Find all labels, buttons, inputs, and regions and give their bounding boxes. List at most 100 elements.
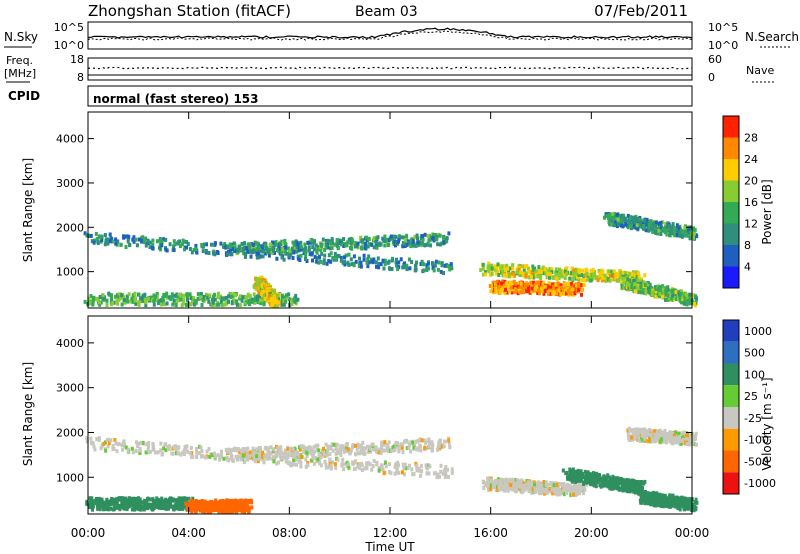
- scatter-cell: [405, 242, 409, 247]
- scatter-cell: [389, 471, 393, 476]
- scatter-cell: [590, 268, 594, 273]
- scatter-cell: [439, 463, 443, 468]
- scatter-cell: [486, 487, 490, 492]
- scatter-cell: [559, 288, 563, 293]
- scatter-cell: [333, 242, 337, 247]
- scatter-cell: [642, 224, 645, 229]
- scatter-cell: [670, 231, 673, 236]
- scatter-cell: [596, 278, 600, 283]
- scatter-cell: [562, 482, 566, 486]
- scatter-cell: [543, 491, 547, 496]
- scatter-cell: [568, 291, 572, 296]
- scatter-cell: [374, 240, 378, 245]
- scatter-cell: [129, 299, 133, 304]
- scatter-cell: [276, 293, 280, 298]
- scatter-cell: [684, 230, 688, 235]
- scatter-cell: [488, 272, 492, 277]
- scatter-cell: [447, 474, 450, 479]
- scatter-cell: [193, 501, 197, 506]
- scatter-cell: [516, 291, 520, 296]
- scatter-cell: [339, 255, 343, 260]
- scatter-cell: [223, 302, 227, 307]
- scatter-cell: [295, 249, 299, 254]
- scatter-cell: [221, 505, 224, 510]
- scatter-cell: [306, 461, 310, 465]
- scatter-cell: [401, 442, 405, 447]
- nsearch-tick-top: 10^5: [708, 21, 738, 34]
- scatter-cell: [345, 464, 349, 469]
- scatter-cell: [116, 239, 120, 244]
- scatter-cell: [367, 254, 371, 259]
- scatter-cell: [511, 266, 515, 271]
- scatter-cell: [314, 243, 318, 248]
- scatter-cell: [569, 271, 573, 275]
- scatter-cell: [102, 507, 105, 512]
- scatter-cell: [544, 271, 548, 276]
- scatter-cell: [531, 486, 535, 491]
- scatter-cell: [387, 259, 391, 264]
- scatter-cell: [603, 475, 607, 480]
- scatter-cell: [193, 302, 196, 307]
- scatter-cell: [113, 438, 117, 442]
- scatter-cell: [304, 257, 307, 261]
- scatter-cell: [352, 254, 356, 259]
- scatter-cell: [185, 294, 189, 299]
- scatter-cell: [586, 277, 590, 282]
- scatter-cell: [155, 496, 159, 501]
- scatter-cell: [154, 450, 157, 455]
- scatter-cell: [270, 297, 273, 301]
- scatter-cell: [501, 264, 505, 269]
- scatter-cell: [407, 445, 411, 450]
- scatter-cell: [117, 297, 121, 302]
- scatter-cell: [582, 278, 585, 283]
- scatter-cell: [144, 236, 148, 241]
- scatter-cell: [681, 295, 685, 300]
- scatter-cell: [607, 475, 611, 480]
- scatter-cell: [176, 241, 179, 246]
- scatter-cell: [622, 213, 626, 218]
- scatter-cell: [195, 447, 198, 451]
- scatter-cell: [173, 504, 177, 509]
- scatter-cell: [91, 507, 94, 512]
- scatter-cell: [437, 260, 441, 265]
- scatter-cell: [235, 302, 239, 307]
- scatter-cell: [516, 284, 520, 289]
- scatter-cell: [186, 449, 190, 454]
- scatter-cell: [544, 480, 548, 485]
- scatter-cell: [110, 297, 113, 302]
- scatter-cell: [550, 270, 554, 275]
- scatter-cell: [624, 216, 627, 221]
- scatter-cell: [239, 500, 243, 505]
- scatter-cell: [270, 303, 273, 308]
- scatter-cell: [435, 475, 439, 480]
- scatter-cell: [331, 448, 335, 453]
- scatter-cell: [442, 444, 446, 449]
- scatter-cell: [228, 242, 232, 247]
- scatter-cell: [298, 457, 302, 462]
- scatter-cell: [383, 238, 386, 243]
- scatter-cell: [530, 490, 534, 495]
- scatter-cell: [516, 481, 519, 486]
- scatter-cell: [251, 299, 254, 304]
- scatter-cell: [88, 505, 92, 510]
- scatter-cell: [104, 448, 108, 453]
- scatter-cell: [112, 300, 116, 305]
- scatter-cell: [316, 457, 320, 462]
- scatter-cell: [383, 243, 387, 248]
- scatter-cell: [190, 509, 194, 514]
- scatter-cell: [569, 493, 573, 498]
- scatter-cell: [247, 247, 251, 252]
- scatter-cell: [443, 263, 447, 268]
- scatter-cell: [412, 445, 416, 450]
- scatter-cell: [158, 498, 162, 503]
- scatter-cell: [390, 258, 394, 263]
- scatter-cell: [504, 281, 508, 286]
- scatter-cell: [643, 273, 647, 278]
- scatter-cell: [135, 243, 139, 248]
- scatter-cell: [403, 241, 407, 246]
- scatter-cell: [420, 469, 424, 474]
- scatter-cell: [155, 292, 159, 296]
- scatter-cell: [439, 469, 443, 474]
- scatter-cell: [136, 444, 140, 449]
- scatter-cell: [316, 443, 320, 448]
